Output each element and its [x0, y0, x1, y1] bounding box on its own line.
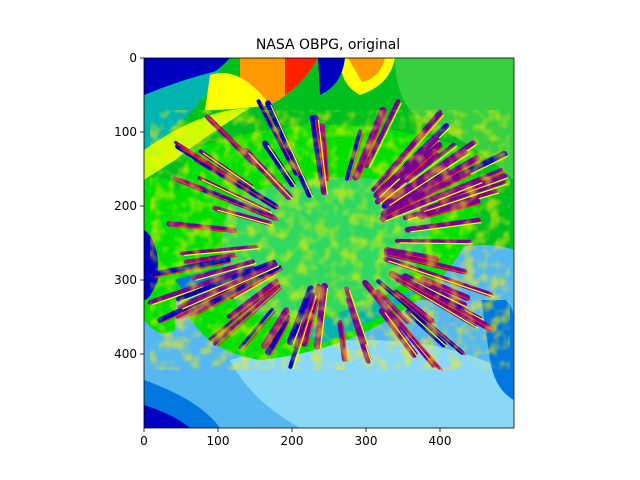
region-coast-yellow [205, 73, 270, 110]
chart-title: NASA OBPG, original [256, 37, 400, 53]
y-tick-label: 300 [114, 273, 137, 287]
ridge-texture [150, 110, 510, 370]
x-tick-label: 200 [281, 434, 304, 448]
y-tick-label: 400 [114, 347, 137, 361]
y-tick-label: 100 [114, 125, 137, 139]
y-tick-label: 0 [129, 51, 137, 65]
x-tick-label: 300 [355, 434, 378, 448]
region-sea-top-blue [318, 58, 345, 95]
x-tick-label: 100 [207, 434, 230, 448]
x-axis: 0 100 200 300 400 [140, 428, 451, 448]
y-tick-label: 200 [114, 199, 137, 213]
heatmap-image [144, 58, 514, 428]
region-ocean-bottom-left-deep [144, 405, 190, 428]
region-coast-orange-top [348, 58, 385, 82]
x-tick-label: 400 [429, 434, 452, 448]
y-axis: 0 100 200 300 400 [114, 51, 144, 361]
x-tick-label: 0 [140, 434, 148, 448]
axes-frame [143, 57, 515, 429]
region-coast-red [285, 58, 318, 95]
